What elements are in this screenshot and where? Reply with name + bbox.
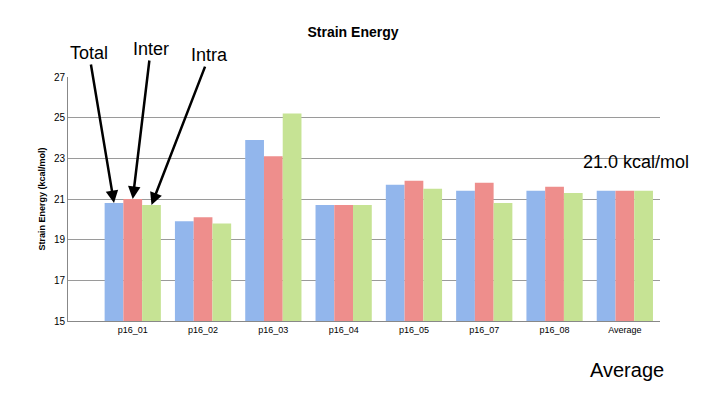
svg-text:Strain Energy: Strain Energy [307, 24, 398, 40]
svg-text:17: 17 [54, 275, 66, 286]
svg-text:Average: Average [608, 325, 641, 335]
svg-text:Inter: Inter [133, 39, 169, 59]
svg-text:p16_05: p16_05 [399, 325, 429, 335]
svg-text:p16_08: p16_08 [540, 325, 570, 335]
svg-text:Intra: Intra [191, 45, 228, 65]
svg-text:Strain Energy (kcal/mol): Strain Energy (kcal/mol) [37, 147, 47, 250]
svg-text:Total: Total [70, 43, 108, 63]
svg-text:25: 25 [54, 112, 66, 123]
svg-text:p16_04: p16_04 [329, 325, 359, 335]
svg-text:p16_03: p16_03 [258, 325, 288, 335]
svg-text:21.0 kcal/mol: 21.0 kcal/mol [583, 152, 689, 172]
svg-text:Average: Average [590, 359, 664, 381]
svg-text:23: 23 [54, 153, 66, 164]
svg-text:p16_07: p16_07 [469, 325, 499, 335]
svg-text:p16_01: p16_01 [118, 325, 148, 335]
svg-text:p16_02: p16_02 [188, 325, 218, 335]
svg-text:15: 15 [54, 316, 66, 327]
svg-text:21: 21 [54, 194, 66, 205]
svg-text:27: 27 [54, 72, 66, 83]
svg-text:19: 19 [54, 234, 66, 245]
